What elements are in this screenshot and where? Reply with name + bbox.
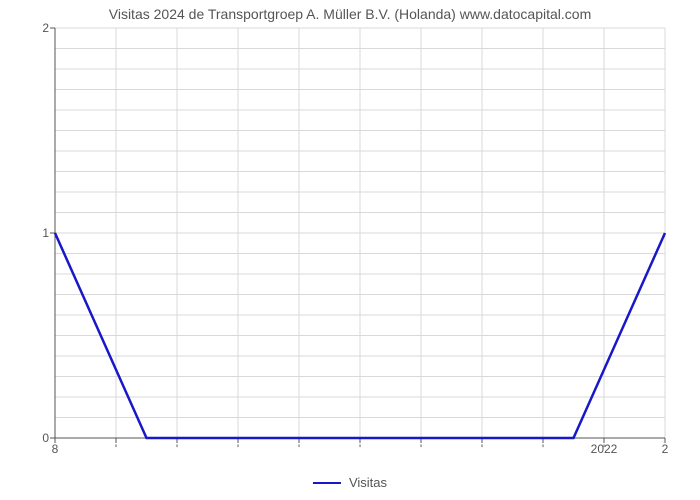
x-tick-label: 8 — [52, 442, 59, 456]
x-minor-tick-label: ' — [481, 442, 483, 456]
y-tick-label: 1 — [42, 226, 49, 240]
x-named-label: 2022 — [591, 442, 618, 456]
chart-container: Visitas 2024 de Transportgroep A. Müller… — [0, 0, 700, 500]
legend: Visitas — [313, 475, 387, 490]
x-minor-tick-label: ' — [237, 442, 239, 456]
plot-area: 01282'''''''''2022 — [55, 28, 665, 438]
chart-title: Visitas 2024 de Transportgroep A. Müller… — [0, 6, 700, 22]
x-minor-tick-label: ' — [542, 442, 544, 456]
y-tick-label: 2 — [42, 21, 49, 35]
x-minor-tick-label: ' — [115, 442, 117, 456]
x-minor-tick-label: ' — [176, 442, 178, 456]
x-minor-tick-label: ' — [420, 442, 422, 456]
x-minor-tick-label: ' — [298, 442, 300, 456]
y-tick-label: 0 — [42, 431, 49, 445]
legend-label: Visitas — [349, 475, 387, 490]
legend-swatch — [313, 482, 341, 484]
x-minor-tick-label: ' — [359, 442, 361, 456]
x-tick-label: 2 — [662, 442, 669, 456]
